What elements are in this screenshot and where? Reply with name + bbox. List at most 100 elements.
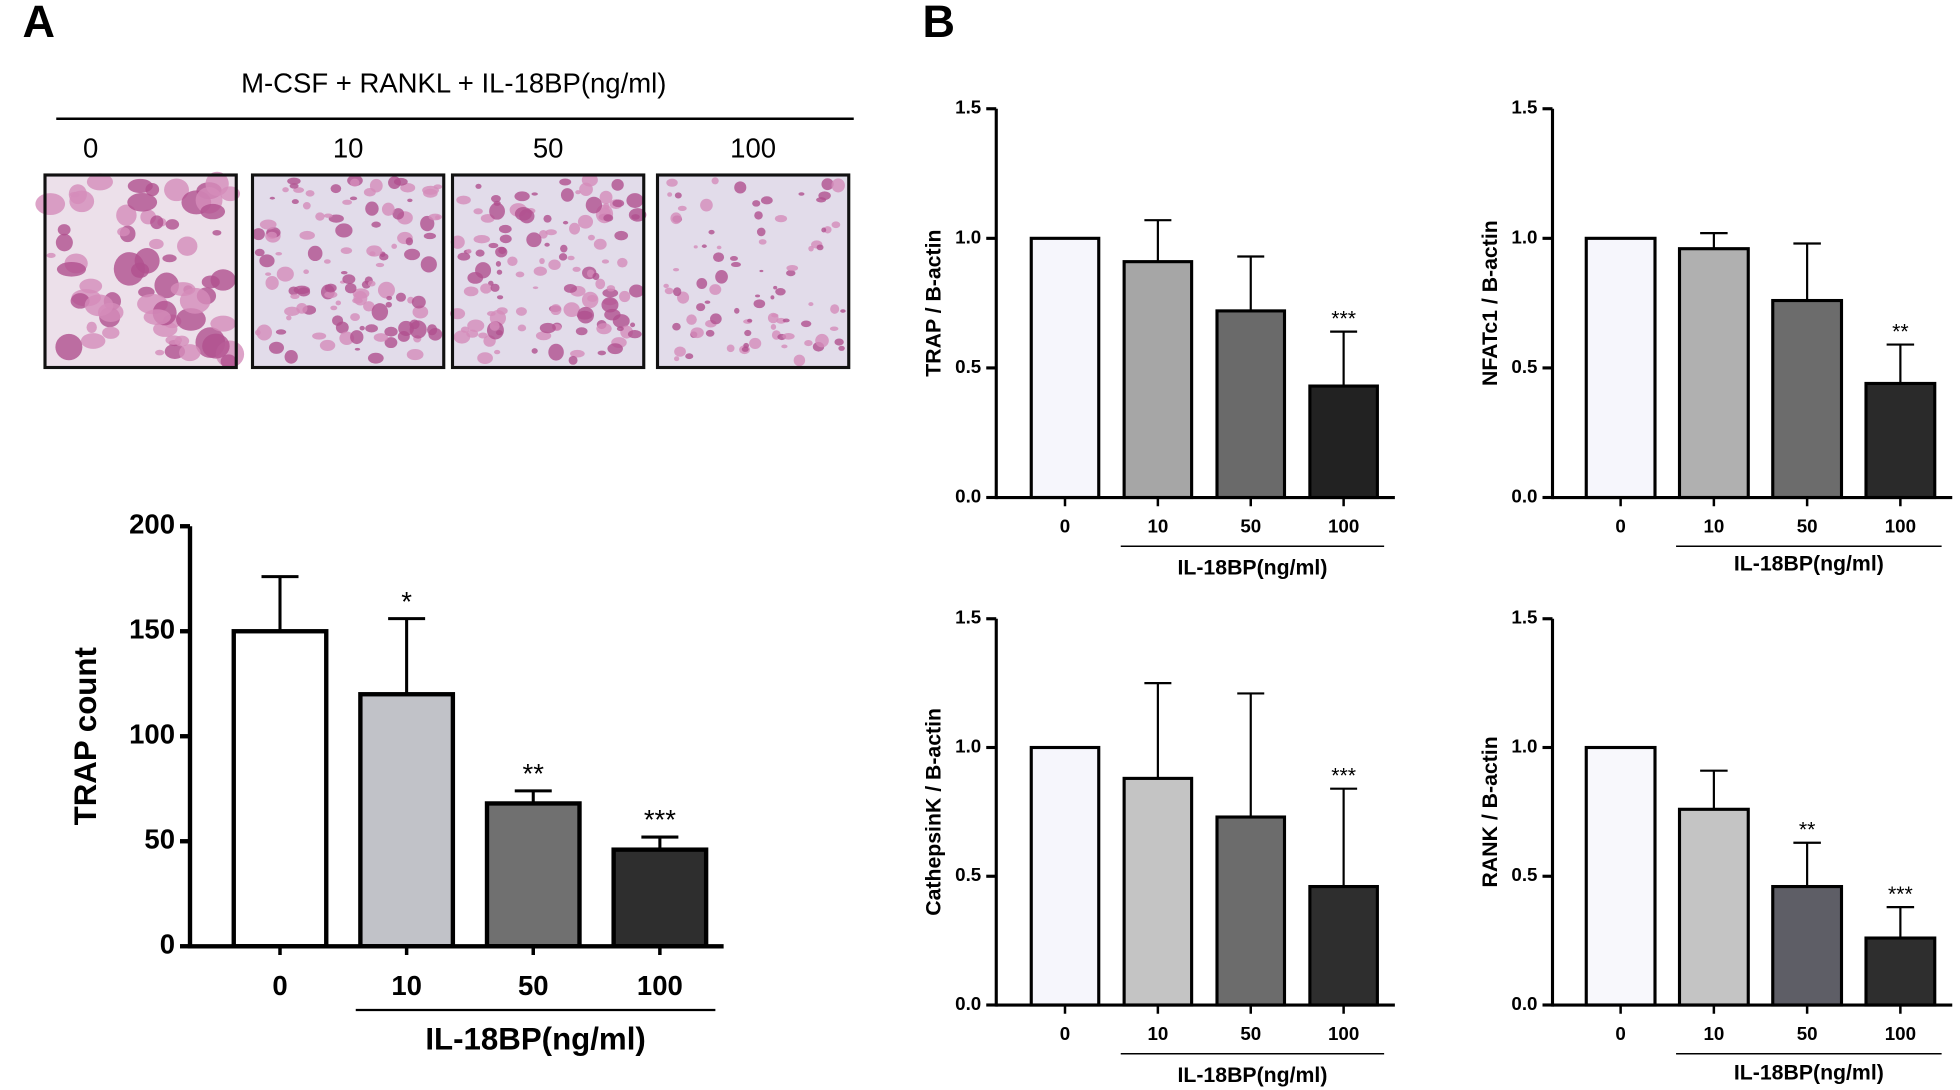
cell <box>486 311 496 317</box>
cell <box>754 211 763 220</box>
y-tick-label: 1.5 <box>1511 607 1537 628</box>
cell <box>496 307 508 315</box>
cell <box>629 284 645 298</box>
cell <box>453 330 471 344</box>
cell <box>466 329 479 338</box>
cell <box>406 348 424 361</box>
cell <box>696 303 706 312</box>
x-axis-label: IL-18BP(ng/ml) <box>1734 1060 1884 1084</box>
cell <box>840 309 846 313</box>
cell <box>350 178 360 187</box>
cell <box>210 315 236 332</box>
cell <box>46 252 56 258</box>
cell <box>829 326 839 331</box>
cell <box>592 272 600 281</box>
cell <box>759 269 764 273</box>
cell <box>143 309 171 325</box>
cell <box>628 208 647 222</box>
cell <box>685 353 694 360</box>
cell <box>715 270 728 284</box>
cell <box>782 332 795 340</box>
cell <box>617 257 628 268</box>
cell <box>365 201 379 216</box>
cell <box>259 219 277 230</box>
cell <box>575 327 588 336</box>
cell <box>287 177 301 185</box>
cell <box>786 269 796 277</box>
cell <box>619 290 631 303</box>
cell <box>808 245 814 252</box>
cell <box>626 193 644 208</box>
cell <box>550 304 562 316</box>
y-tick-label: 0.0 <box>1511 993 1537 1014</box>
cell <box>569 222 581 235</box>
cell <box>420 215 435 232</box>
cell <box>821 178 834 191</box>
cell <box>677 205 687 211</box>
cell <box>391 243 398 249</box>
cell <box>535 331 552 341</box>
significance-label: * <box>401 586 412 617</box>
cell <box>558 253 568 261</box>
cell <box>293 187 305 193</box>
cell <box>473 208 483 215</box>
cell <box>730 261 742 268</box>
cell <box>567 255 575 261</box>
cell <box>354 347 361 351</box>
cell <box>315 212 325 221</box>
cell <box>386 295 393 301</box>
cell <box>473 235 490 244</box>
cell <box>330 305 338 311</box>
bar <box>1677 247 1750 500</box>
y-tick-label: 1.5 <box>955 97 981 118</box>
cell <box>705 329 715 337</box>
x-tick-label: 100 <box>1885 515 1916 536</box>
cell <box>411 295 426 309</box>
significance-label: ** <box>523 758 545 789</box>
cell <box>384 326 398 337</box>
cell <box>428 213 442 221</box>
cell <box>339 331 355 345</box>
cell <box>367 352 384 364</box>
bar <box>1215 815 1287 1007</box>
cell <box>627 329 642 339</box>
cell <box>202 333 230 359</box>
cell <box>275 251 283 256</box>
cell <box>359 325 365 331</box>
bar <box>1771 884 1844 1007</box>
cell <box>307 245 323 262</box>
cell <box>296 302 308 314</box>
cell <box>491 195 501 203</box>
cell <box>517 324 527 332</box>
cell <box>489 321 500 331</box>
micrograph <box>35 171 245 370</box>
cell <box>363 301 375 312</box>
cell <box>150 215 164 230</box>
cell <box>324 291 338 299</box>
cell <box>614 230 629 241</box>
cell <box>365 324 378 333</box>
micrograph-frame <box>250 173 446 370</box>
cell <box>302 202 311 210</box>
cell <box>818 191 831 201</box>
x-tick-label: 10 <box>391 970 422 1001</box>
cell <box>575 190 581 195</box>
cell <box>177 236 198 256</box>
cell <box>539 258 545 265</box>
y-tick-label: 0.5 <box>1511 356 1537 377</box>
cell <box>69 190 95 213</box>
cell <box>823 226 832 234</box>
cell <box>475 249 485 257</box>
cell <box>164 178 189 202</box>
cell <box>713 252 725 262</box>
cell <box>708 229 715 235</box>
cell <box>475 183 482 189</box>
cell <box>596 323 612 335</box>
cell <box>475 262 492 279</box>
cell <box>602 288 619 298</box>
cell <box>577 306 595 324</box>
cell <box>611 179 624 191</box>
bar <box>1215 309 1287 500</box>
y-tick-label: 1.5 <box>1511 97 1537 118</box>
